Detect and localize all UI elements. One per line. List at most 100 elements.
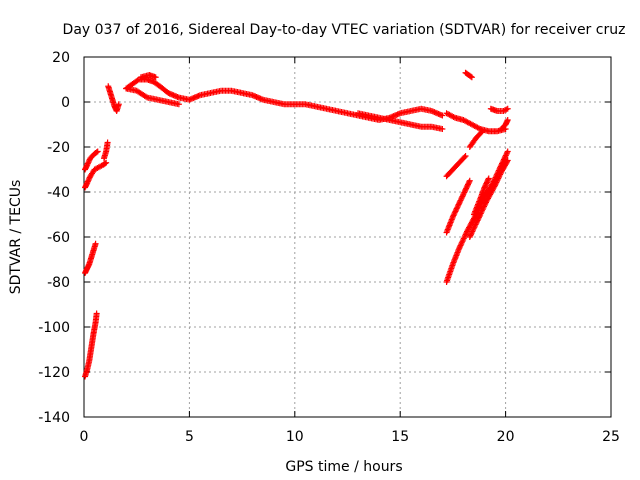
data-point xyxy=(451,209,458,216)
data-point xyxy=(504,105,511,112)
data-point xyxy=(460,236,467,243)
grid-layer xyxy=(84,57,611,417)
data-point xyxy=(460,192,467,199)
data-point xyxy=(461,154,468,161)
data-point xyxy=(152,74,159,81)
x-tick-label: 20 xyxy=(497,429,515,445)
data-point xyxy=(494,176,501,183)
data-point xyxy=(500,156,507,163)
data-point xyxy=(175,101,182,108)
data-point xyxy=(504,148,511,155)
y-tick-label: -140 xyxy=(38,410,70,426)
data-point xyxy=(475,216,482,222)
data-point xyxy=(134,77,141,84)
data-point xyxy=(467,232,474,239)
chart-title: Day 037 of 2016, Sidereal Day-to-day VTE… xyxy=(63,22,626,38)
data-point xyxy=(466,177,473,184)
data-point xyxy=(453,207,460,213)
data-point xyxy=(496,172,503,179)
data-point xyxy=(504,117,511,123)
data-point xyxy=(468,229,475,236)
y-tick-label: -120 xyxy=(38,365,70,381)
data-point xyxy=(495,174,502,181)
data-point xyxy=(449,213,456,220)
data-point xyxy=(502,152,509,159)
data-point xyxy=(481,203,488,210)
data-point xyxy=(504,157,511,164)
x-axis-label: GPS time / hours xyxy=(285,459,402,475)
data-point xyxy=(482,200,489,207)
data-point xyxy=(439,112,446,119)
data-point xyxy=(84,160,91,167)
data-point xyxy=(452,208,459,215)
data-point xyxy=(454,202,461,209)
data-point xyxy=(142,93,149,100)
data-point xyxy=(93,149,100,156)
data-point xyxy=(461,234,468,241)
data-point xyxy=(457,197,464,204)
data-point xyxy=(456,200,463,207)
data-point xyxy=(457,242,464,249)
data-point xyxy=(471,222,478,229)
data-point xyxy=(85,177,92,184)
data-point xyxy=(439,126,446,132)
data-point xyxy=(480,204,487,211)
data-point xyxy=(460,235,467,242)
data-point xyxy=(94,148,101,155)
data-point xyxy=(458,194,465,201)
data-point xyxy=(461,188,468,195)
data-point xyxy=(468,231,475,238)
tick-layer: 0 5 10 15 20 25 20 0 -20 -40 -60 -80 -100 -120 -140 xyxy=(38,50,620,445)
data-point xyxy=(450,212,457,219)
data-point xyxy=(456,198,463,205)
data-point xyxy=(459,193,466,200)
data-point xyxy=(470,227,477,234)
data-point xyxy=(478,209,485,216)
y-tick-label: 0 xyxy=(61,95,70,111)
data-point xyxy=(462,231,469,238)
data-point xyxy=(472,221,479,228)
data-point xyxy=(477,211,484,218)
data-point xyxy=(493,178,500,185)
points-layer xyxy=(82,69,511,380)
data-point xyxy=(462,232,469,239)
data-point xyxy=(504,158,511,165)
data-point xyxy=(458,239,465,246)
data-point xyxy=(103,159,110,166)
data-point xyxy=(469,228,476,235)
data-point xyxy=(454,204,461,211)
y-tick-label: -20 xyxy=(47,140,70,156)
data-point xyxy=(492,182,499,189)
data-point xyxy=(479,207,486,214)
data-point xyxy=(471,224,478,231)
y-tick-label: 20 xyxy=(52,50,70,66)
data-point xyxy=(466,179,473,186)
y-tick-label: -40 xyxy=(47,185,70,201)
data-point xyxy=(467,73,474,80)
data-point xyxy=(495,175,502,182)
data-point xyxy=(473,220,480,227)
y-tick-label: -80 xyxy=(47,275,70,291)
data-point xyxy=(85,159,92,166)
data-point xyxy=(485,175,492,182)
data-point xyxy=(504,149,511,156)
data-point xyxy=(463,230,470,237)
x-tick-label: 25 xyxy=(602,429,620,445)
data-point xyxy=(451,211,458,218)
data-point xyxy=(84,178,91,185)
data-point xyxy=(475,214,482,221)
data-point xyxy=(453,205,460,212)
x-tick-label: 5 xyxy=(185,429,194,445)
data-point xyxy=(478,129,485,136)
data-point xyxy=(477,210,484,217)
data-point xyxy=(104,139,111,146)
data-point xyxy=(102,160,109,167)
y-axis-label: SDTVAR / TECUs xyxy=(8,180,24,295)
data-point xyxy=(468,74,475,81)
data-point xyxy=(479,128,486,135)
data-point xyxy=(115,101,122,108)
data-point xyxy=(459,238,466,245)
data-point xyxy=(86,175,93,182)
data-point xyxy=(503,151,510,158)
